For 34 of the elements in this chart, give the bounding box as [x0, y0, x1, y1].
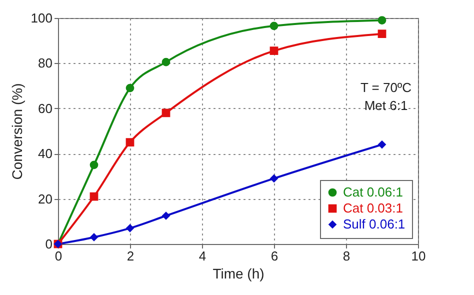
point: [90, 160, 98, 170]
x-tick-label: 10: [411, 248, 426, 264]
point: [126, 138, 134, 146]
y-tick-label: 80: [38, 56, 52, 71]
point: [126, 84, 134, 92]
y-tick-label: 100: [30, 10, 52, 26]
point: [126, 224, 134, 232]
x-tick-label: 6: [270, 248, 278, 264]
point: [378, 30, 386, 38]
point: [378, 16, 386, 24]
point: [162, 108, 170, 118]
point: [90, 233, 98, 242]
annotation: Met 6:1: [364, 98, 408, 113]
point: [270, 22, 278, 30]
legend-label: Cat 0.03:1: [343, 200, 403, 216]
point: [162, 212, 170, 220]
legend-label: Cat 0.06:1: [343, 184, 403, 200]
y-tick-label: 60: [38, 100, 52, 116]
x-axis-title: Time (h): [212, 266, 264, 282]
point: [270, 46, 278, 55]
y-axis-title: Conversion (%): [8, 83, 25, 180]
legend-label: Sulf 0.06:1: [343, 216, 406, 232]
x-tick-label: 4: [198, 248, 206, 264]
annotation: T = 70ºC: [360, 80, 412, 95]
point: [162, 58, 170, 66]
y-tick-label: 40: [38, 146, 52, 162]
point: [270, 174, 278, 183]
y-tick-label: 0: [45, 236, 52, 252]
x-tick-label: 8: [342, 248, 350, 264]
x-tick-label: 2: [126, 248, 134, 264]
point: [90, 192, 98, 201]
y-tick-label: 20: [38, 191, 52, 206]
x-tick-label: 0: [54, 248, 62, 264]
point: [378, 140, 386, 149]
